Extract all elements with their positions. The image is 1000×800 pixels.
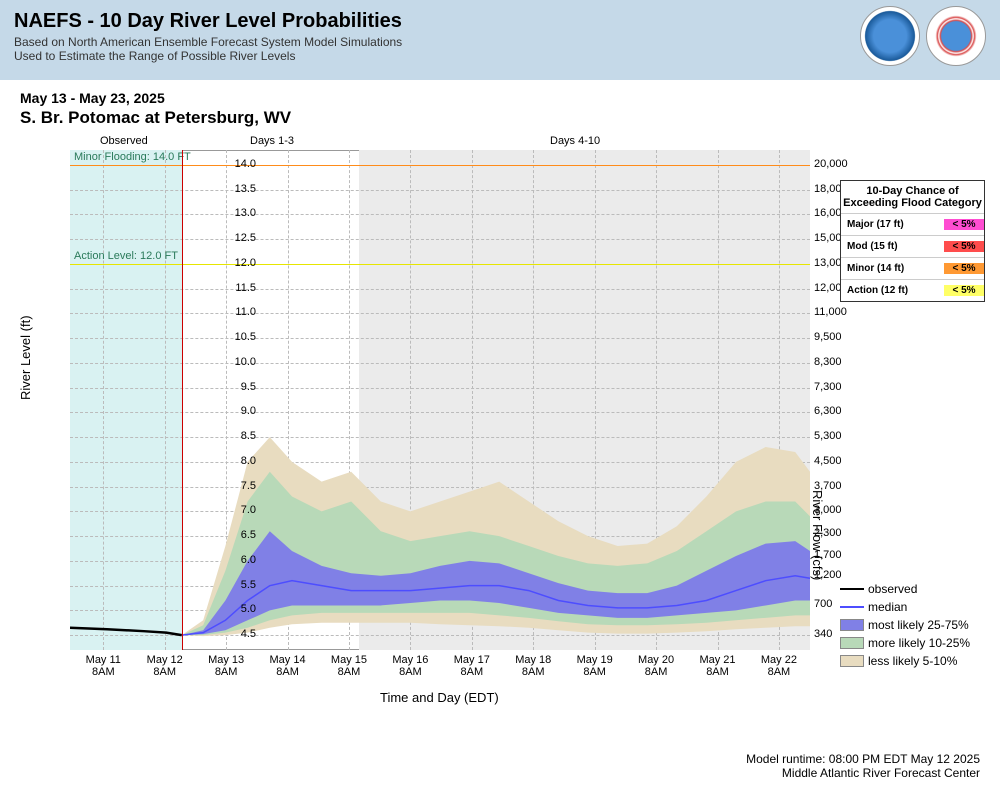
y-left-tick: 10.5 (216, 331, 256, 343)
y-left-tick: 9.5 (216, 381, 256, 393)
header-subtitle-1: Based on North American Ensemble Forecas… (14, 35, 986, 49)
model-runtime: Model runtime: 08:00 PM EDT May 12 2025 (746, 752, 980, 766)
y-left-tick: 5.5 (216, 579, 256, 591)
y-left-tick: 12.5 (216, 232, 256, 244)
y-right-tick: 4,500 (814, 455, 842, 467)
x-tick: May 158AM (324, 654, 374, 678)
x-tick: May 228AM (754, 654, 804, 678)
x-tick: May 178AM (447, 654, 497, 678)
flood-legend-row: Mod (15 ft)< 5% (841, 235, 984, 257)
y-left-tick: 8.0 (216, 455, 256, 467)
nws-logo-icon (926, 6, 986, 66)
y-left-tick: 4.5 (216, 628, 256, 640)
y-right-tick: 700 (814, 598, 832, 610)
page-title: NAEFS - 10 Day River Level Probabilities (14, 10, 986, 33)
x-tick: May 198AM (570, 654, 620, 678)
y-left-tick: 12.0 (216, 257, 256, 269)
series-legend-row: less likely 5-10% (840, 652, 970, 670)
y-left-tick: 11.0 (216, 306, 256, 318)
region-label-observed: Observed (100, 135, 148, 147)
y-left-tick: 8.5 (216, 430, 256, 442)
region-label-days13: Days 1-3 (250, 135, 294, 147)
location-title: S. Br. Potomac at Petersburg, WV (20, 108, 1000, 128)
flood-line-label: Action Level: 12.0 FT (74, 250, 178, 262)
now-line (182, 150, 183, 650)
noaa-logo-icon (860, 6, 920, 66)
y-left-tick: 6.0 (216, 554, 256, 566)
flood-legend: 10-Day Chance of Exceeding Flood Categor… (840, 180, 985, 302)
y-left-tick: 9.0 (216, 405, 256, 417)
y-left-tick: 7.0 (216, 504, 256, 516)
y-axis-left-label: River Level (ft) (18, 315, 33, 400)
series-legend-row: median (840, 598, 970, 616)
x-tick: May 118AM (78, 654, 128, 678)
y-left-tick: 10.0 (216, 356, 256, 368)
flood-legend-row: Minor (14 ft)< 5% (841, 257, 984, 279)
y-left-tick: 7.5 (216, 480, 256, 492)
header-subtitle-2: Used to Estimate the Range of Possible R… (14, 49, 986, 63)
forecast-center: Middle Atlantic River Forecast Center (746, 766, 980, 780)
series-legend-row: most likely 25-75% (840, 616, 970, 634)
series-legend-row: more likely 10-25% (840, 634, 970, 652)
date-range: May 13 - May 23, 2025 (20, 90, 1000, 106)
y-left-tick: 13.5 (216, 183, 256, 195)
logo-group (860, 6, 986, 66)
chart-area: May 13 - May 23, 2025 S. Br. Potomac at … (0, 90, 1000, 128)
x-tick: May 188AM (508, 654, 558, 678)
x-tick: May 128AM (140, 654, 190, 678)
flood-legend-title: 10-Day Chance of Exceeding Flood Categor… (841, 181, 984, 213)
y-right-tick: 340 (814, 628, 832, 640)
y-left-tick: 11.5 (216, 282, 256, 294)
y-left-tick: 5.0 (216, 603, 256, 615)
series-legend: observedmedianmost likely 25-75%more lik… (840, 580, 970, 670)
y-right-tick: 6,300 (814, 405, 842, 417)
y-right-tick: 11,000 (814, 306, 847, 318)
y-left-tick: 13.0 (216, 207, 256, 219)
y-left-tick: 6.5 (216, 529, 256, 541)
x-tick: May 148AM (263, 654, 313, 678)
y-right-tick: 20,000 (814, 158, 848, 170)
y-right-tick: 9,500 (814, 331, 842, 343)
flood-line-label: Minor Flooding: 14.0 FT (74, 151, 191, 163)
y-right-tick: 7,300 (814, 381, 842, 393)
header: NAEFS - 10 Day River Level Probabilities… (0, 0, 1000, 80)
flood-legend-row: Major (17 ft)< 5% (841, 213, 984, 235)
x-tick: May 208AM (631, 654, 681, 678)
series-legend-row: observed (840, 580, 970, 598)
region-label-days410: Days 4-10 (550, 135, 600, 147)
y-left-tick: 14.0 (216, 158, 256, 170)
x-tick: May 218AM (693, 654, 743, 678)
y-right-tick: 8,300 (814, 356, 842, 368)
plot-container: Minor Flooding: 14.0 FT Action Level: 12.… (70, 150, 810, 650)
x-tick: May 168AM (385, 654, 435, 678)
x-axis-label: Time and Day (EDT) (380, 690, 499, 705)
y-right-tick: 5,300 (814, 430, 842, 442)
y-axis-right-label: River Flow (cfs) (810, 490, 825, 580)
footer: Model runtime: 08:00 PM EDT May 12 2025 … (746, 752, 980, 780)
x-tick: May 138AM (201, 654, 251, 678)
flood-legend-row: Action (12 ft)< 5% (841, 279, 984, 301)
